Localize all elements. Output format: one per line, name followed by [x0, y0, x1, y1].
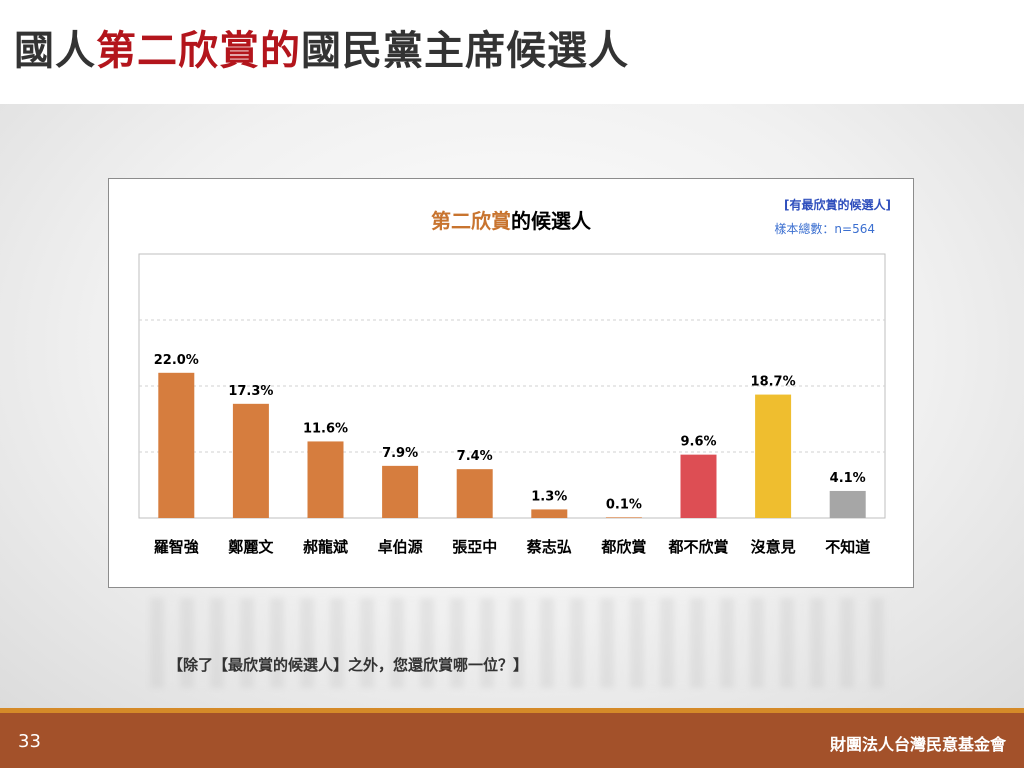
bar — [307, 441, 344, 518]
bar-chart: 22.0% 羅智強 17.3% 鄭麗文 11.6% 郝龍斌 7.9% 卓伯源 7.4% 張亞中 1.… — [138, 253, 886, 556]
data-label: 4.1% — [830, 471, 866, 486]
category-label: 鄭麗文 — [228, 538, 274, 556]
category-label: 郝龍斌 — [303, 538, 348, 556]
chart-title: 第二欣賞的候選人 — [109, 205, 913, 234]
category-label: 都欣賞 — [600, 538, 646, 556]
survey-question: 【除了【最欣賞的候選人】之外，您還欣賞哪一位？】 — [168, 656, 529, 674]
bar — [680, 454, 717, 518]
bar — [456, 469, 493, 518]
data-label: 0.1% — [606, 497, 642, 512]
data-label: 22.0% — [154, 353, 199, 368]
title-accent: 第二欣賞的 — [96, 28, 301, 74]
data-label: 1.3% — [531, 489, 567, 504]
category-label: 蔡志弘 — [526, 538, 572, 556]
organization-name: 財團法人台灣民意基金會 — [829, 735, 1006, 754]
bar — [158, 372, 195, 518]
title-prefix: 國人 — [14, 28, 96, 74]
data-label: 7.9% — [382, 446, 418, 461]
bar — [232, 403, 269, 518]
bar — [755, 394, 792, 518]
chart-group-note: [有最欣賞的候選人] — [784, 198, 891, 212]
bar — [605, 517, 642, 518]
slide-title: 國人第二欣賞的國民黨主席候選人 — [14, 18, 629, 76]
bar — [829, 490, 866, 518]
data-label: 7.4% — [457, 449, 493, 464]
chart-title-rest: 的候選人 — [511, 209, 591, 233]
page-number: 33 — [18, 731, 41, 752]
category-label: 卓伯源 — [378, 538, 423, 556]
data-label: 11.6% — [303, 421, 348, 436]
footer-stripe — [0, 708, 1024, 713]
chart-sample-note: 樣本總數：n=564 — [774, 222, 875, 236]
category-label: 不知道 — [825, 538, 870, 556]
category-label: 都不欣賞 — [667, 538, 728, 556]
category-label: 羅智強 — [154, 538, 199, 556]
crowd-silhouette-image — [150, 598, 890, 688]
footer-bar: 33 財團法人台灣民意基金會 — [0, 713, 1024, 768]
category-label: 張亞中 — [452, 538, 497, 556]
data-label: 17.3% — [228, 384, 273, 399]
category-label: 沒意見 — [751, 538, 796, 556]
title-suffix: 國民黨主席候選人 — [301, 28, 629, 74]
chart-title-accent: 第二欣賞 — [431, 209, 511, 233]
data-label: 18.7% — [751, 375, 796, 390]
data-label: 9.6% — [680, 435, 716, 450]
bar — [382, 465, 419, 518]
bar — [531, 509, 568, 518]
chart-container: 第二欣賞的候選人 [有最欣賞的候選人] 樣本總數：n=564 22.0% 羅智強 1… — [108, 178, 914, 588]
